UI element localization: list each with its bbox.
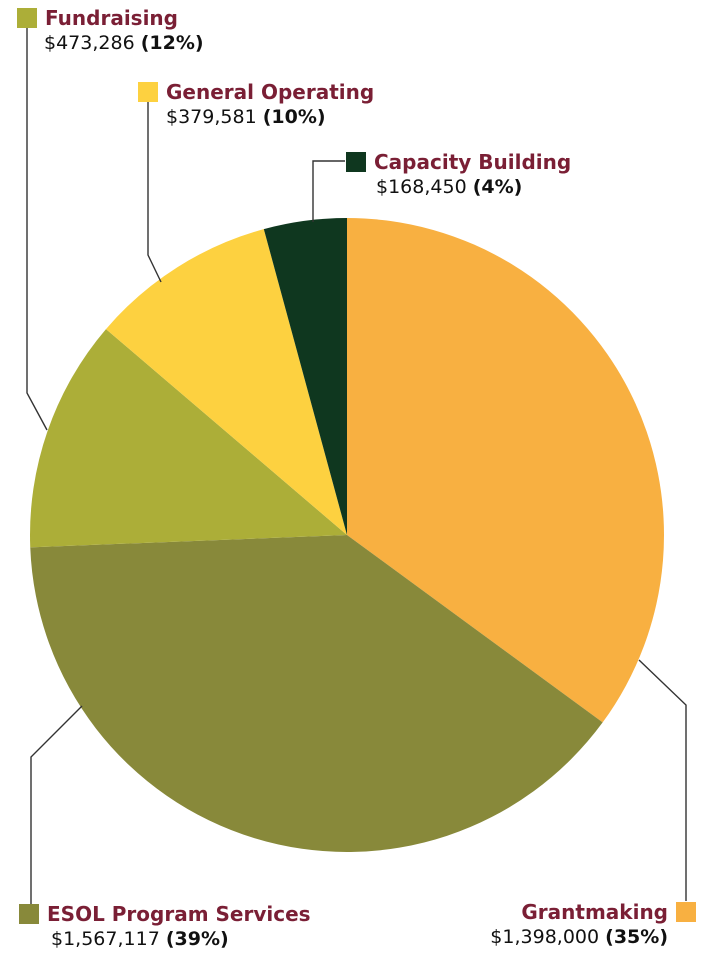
swatch-capacity-building xyxy=(346,152,366,172)
slice-label-grantmaking: Grantmaking xyxy=(521,900,668,924)
leader-line-esol xyxy=(30,705,83,904)
swatch-fundraising xyxy=(17,8,37,28)
leader-line-fundraising xyxy=(26,20,48,431)
leader-line-grantmaking xyxy=(638,659,687,901)
slice-amount-general-operating: $379,581 xyxy=(166,106,257,128)
legend-fundraising: Fundraising $473,286 (12%) xyxy=(17,6,204,56)
leader-line-capacity-building xyxy=(312,160,345,222)
slice-amount-esol-program-services: $1,567,117 xyxy=(51,928,160,950)
legend-capacity-building: Capacity Building $168,450 (4%) xyxy=(346,150,571,200)
slice-label-capacity-building: Capacity Building xyxy=(374,150,572,174)
swatch-general-operating xyxy=(138,82,158,102)
legend-grantmaking: Grantmaking $1,398,000 (35%) xyxy=(490,900,696,950)
slice-label-general-operating: General Operating xyxy=(166,80,375,104)
slice-amount-fundraising: $473,286 xyxy=(44,32,135,54)
pie-slice-grantmaking xyxy=(347,218,665,723)
slice-label-fundraising: Fundraising xyxy=(45,6,178,30)
slice-percent-grantmaking: 35% xyxy=(613,926,660,948)
pie-slice-fundraising xyxy=(29,329,347,548)
slice-percent-general-operating: 10% xyxy=(271,106,317,128)
slice-amount-capacity-building: $168,450 xyxy=(376,176,467,198)
slice-percent-capacity-building: 4% xyxy=(481,176,514,198)
leader-line-general-operating xyxy=(147,92,162,283)
legend-esol-program-services: ESOL Program Services $1,567,117 (39%) xyxy=(19,902,311,952)
slice-percent-esol-program-services: 39% xyxy=(174,928,221,950)
legend-general-operating: General Operating $379,581 (10%) xyxy=(138,80,374,130)
slice-label-esol-program-services: ESOL Program Services xyxy=(47,902,311,926)
pie-slice-esol-program-services xyxy=(30,535,603,853)
pie-slice-capacity-building xyxy=(263,218,347,535)
swatch-esol-program-services xyxy=(19,904,39,924)
swatch-grantmaking xyxy=(676,902,696,922)
pie-slice-general-operating xyxy=(105,229,347,536)
slice-percent-fundraising: 12% xyxy=(149,32,195,54)
slice-amount-grantmaking: $1,398,000 xyxy=(490,926,600,948)
